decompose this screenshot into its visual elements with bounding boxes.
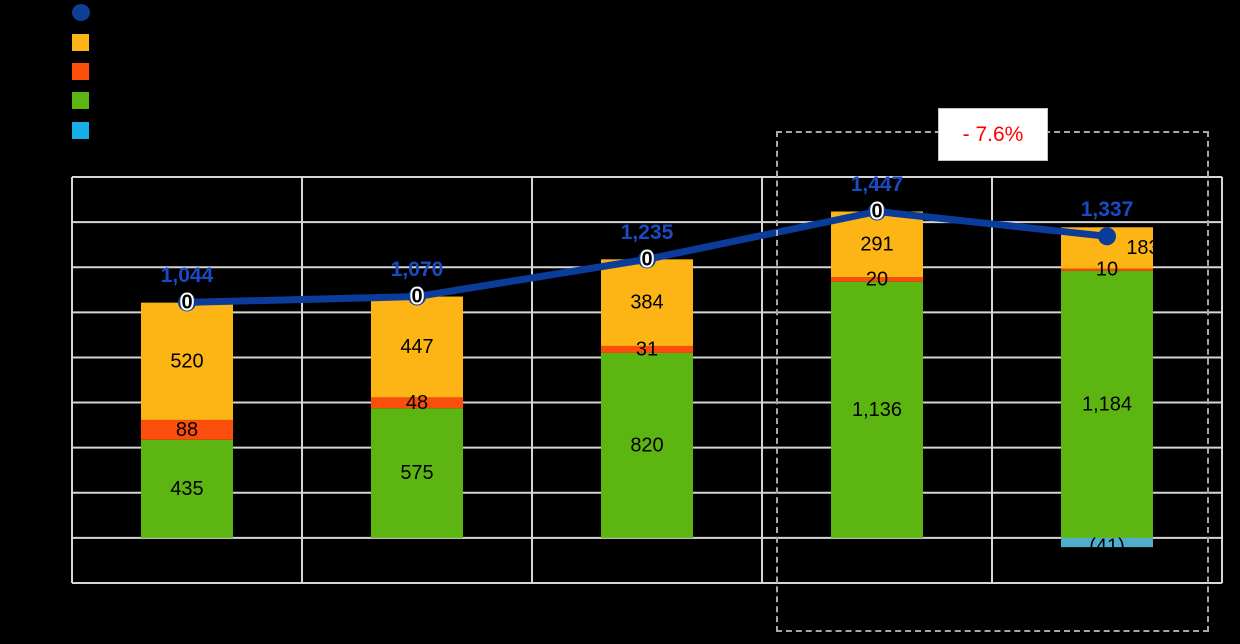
bar-segment-yellow <box>141 302 233 420</box>
segment-value-label: 520 <box>170 350 203 372</box>
trend-line-marker <box>178 293 196 312</box>
segment-value-label: 447 <box>400 336 433 358</box>
line-value-label: 1,447 <box>851 173 904 196</box>
bar-segment-yellow <box>831 211 923 278</box>
bar-segment-green <box>371 408 463 538</box>
zero-value-label: 0 <box>871 201 882 223</box>
trend-line-marker <box>638 250 656 269</box>
segment-value-label: 20 <box>866 268 888 290</box>
zero-value-label: 0 <box>181 292 192 314</box>
bar-segment-green <box>601 352 693 538</box>
bar-segment-green <box>141 439 233 538</box>
bar-segment-yellow <box>371 296 463 398</box>
highlight-dashed-box <box>776 131 1209 632</box>
line-value-label: 1,044 <box>161 264 214 287</box>
percent-change-label: - 7.6% <box>962 122 1024 146</box>
bar-segment-orange-red <box>371 397 463 409</box>
segment-value-label: 31 <box>636 338 658 360</box>
bar-segment-yellow <box>601 259 693 346</box>
segment-value-label: 575 <box>400 462 433 484</box>
segment-value-label: (41) <box>1089 536 1125 558</box>
line-value-label: 1,070 <box>391 258 444 281</box>
bar-segment-orange-red <box>601 345 693 353</box>
bar-segment-green <box>831 281 923 538</box>
trend-line-marker <box>408 287 426 306</box>
zero-value-label: 0 <box>641 248 652 270</box>
bar-segment-orange-red <box>1061 268 1153 271</box>
segment-value-label: 183 <box>1126 237 1159 259</box>
line-value-label: 1,337 <box>1081 198 1134 221</box>
segment-value-label: 48 <box>406 392 428 414</box>
segment-value-label: 384 <box>630 292 663 314</box>
segment-value-label: 1,136 <box>852 399 902 421</box>
bar-segment-green <box>1061 270 1153 538</box>
trend-line-marker <box>868 202 886 221</box>
bar-segment-orange-red <box>141 419 233 440</box>
segment-value-label: 10 <box>1096 259 1118 281</box>
line-value-label: 1,235 <box>621 221 674 244</box>
segment-value-label: 291 <box>860 233 893 255</box>
percent-change-badge: - 7.6% <box>938 108 1048 161</box>
segment-value-label: 820 <box>630 434 663 456</box>
bar-segment-cyan <box>1061 537 1153 548</box>
segment-value-label: 1,184 <box>1082 393 1132 415</box>
segment-value-label: 88 <box>176 419 198 441</box>
bar-segment-orange-red <box>831 277 923 282</box>
trend-line-marker <box>1098 227 1116 246</box>
zero-value-label: 0 <box>411 286 422 308</box>
segment-value-label: 435 <box>170 478 203 500</box>
